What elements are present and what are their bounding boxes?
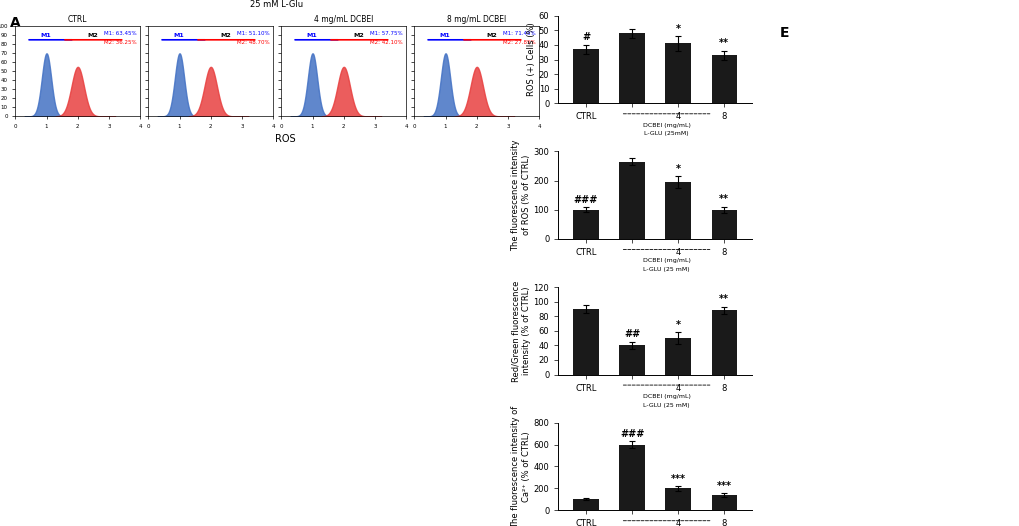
Text: A: A [10,16,21,30]
Bar [573,49,598,103]
Bar [619,444,644,510]
Title: 8 mg/mL DCBEI: 8 mg/mL DCBEI [446,15,505,24]
Bar [711,310,736,375]
Text: L-GLU (25 mM): L-GLU (25 mM) [643,402,689,408]
Bar [711,55,736,103]
Text: M2: 36.25%: M2: 36.25% [104,40,137,45]
Text: M2: M2 [353,33,364,38]
Text: *: * [675,320,680,330]
Bar [619,33,644,103]
Text: M2: M2 [486,33,496,38]
Text: DCBEI (mg/mL): DCBEI (mg/mL) [642,123,690,127]
Text: M1: 63.45%: M1: 63.45% [104,31,137,36]
Text: L-GLU (25 mM): L-GLU (25 mM) [643,267,689,272]
Text: M2: 42.10%: M2: 42.10% [370,40,403,45]
Text: M2: 27.85%: M2: 27.85% [503,40,536,45]
Y-axis label: Red/Green fluorescence
intensity (% of CTRL): Red/Green fluorescence intensity (% of C… [511,280,530,381]
Bar [664,488,690,510]
Y-axis label: ROS (+) Cells (%): ROS (+) Cells (%) [527,23,535,96]
Text: M1: M1 [306,33,317,38]
Bar [664,338,690,375]
Bar [619,161,644,239]
Text: C: C [10,271,20,285]
Text: ###: ### [574,195,597,205]
Text: **: ** [718,294,729,304]
Text: **: ** [718,38,729,48]
Text: M2: 48.70%: M2: 48.70% [237,40,270,45]
Text: M1: M1 [439,33,449,38]
Text: DCBEI (mg/mL): DCBEI (mg/mL) [642,394,690,399]
Bar [711,495,736,510]
Text: L-GLU (25mM): L-GLU (25mM) [644,132,688,136]
Bar [573,210,598,239]
Title: CTRL: CTRL [68,15,88,24]
Text: M1: 57.75%: M1: 57.75% [370,31,403,36]
Text: *: * [675,164,680,174]
Bar [573,309,598,375]
Bar [664,44,690,103]
Bar [619,346,644,375]
Text: M2: M2 [220,33,230,38]
Text: M1: M1 [40,33,51,38]
Text: M1: 71.45%: M1: 71.45% [503,31,536,36]
Text: B: B [10,144,20,158]
Text: *: * [675,24,680,34]
Text: M1: M1 [173,33,183,38]
Y-axis label: The fluorescence intensity
of ROS (% of CTRL): The fluorescence intensity of ROS (% of … [511,139,530,251]
Bar [573,499,598,510]
Text: #: # [582,32,589,42]
Title: 4 mg/mL DCBEI: 4 mg/mL DCBEI [314,15,373,24]
Text: M1: 51.10%: M1: 51.10% [237,31,270,36]
Text: ***: *** [669,473,685,483]
Text: ##: ## [624,329,640,339]
Text: 25 mM L-Glu: 25 mM L-Glu [250,0,303,9]
Text: ***: *** [716,481,731,491]
Bar [711,210,736,239]
Text: **: ** [718,194,729,204]
Text: ROS: ROS [275,134,296,144]
Y-axis label: The fluorescence intensity of
Ca²⁺ (% of CTRL): The fluorescence intensity of Ca²⁺ (% of… [511,406,530,526]
Text: M2: M2 [87,33,98,38]
Text: D: D [10,399,21,413]
Text: DCBEI (mg/mL): DCBEI (mg/mL) [642,258,690,263]
Text: ###: ### [620,429,644,439]
Text: E: E [780,26,789,39]
Bar [664,182,690,239]
